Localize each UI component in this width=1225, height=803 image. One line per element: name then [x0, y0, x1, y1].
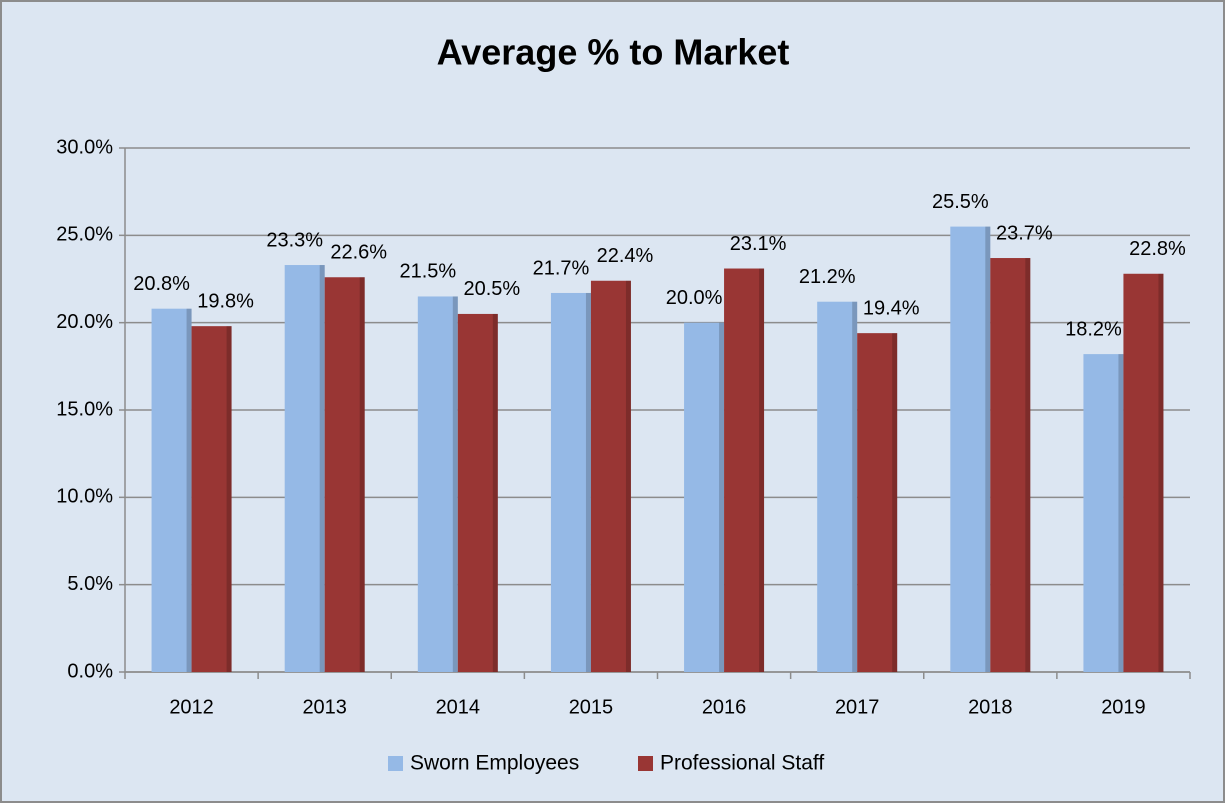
- value-label: 23.7%: [996, 222, 1053, 244]
- y-tick-label: 5.0%: [67, 573, 113, 595]
- x-tick-label: 2017: [835, 696, 880, 718]
- value-label: 21.7%: [533, 257, 590, 279]
- bar-shade: [319, 265, 325, 672]
- bar-shade: [226, 326, 232, 672]
- bar: [151, 308, 192, 672]
- x-tick-label: 2013: [302, 696, 347, 718]
- bar: [590, 280, 631, 672]
- bar: [1123, 273, 1164, 672]
- value-label: 22.4%: [597, 245, 654, 267]
- y-tick-label: 20.0%: [56, 311, 113, 333]
- legend-swatch: [638, 756, 653, 771]
- value-label: 19.8%: [197, 290, 254, 312]
- legend-swatch: [388, 756, 403, 771]
- value-label: 21.5%: [399, 261, 456, 283]
- bar-shade: [452, 296, 458, 672]
- bar-shade: [625, 280, 631, 672]
- x-tick-label: 2012: [169, 696, 214, 718]
- value-label: 20.0%: [666, 287, 723, 309]
- bar-shade: [1118, 354, 1124, 672]
- bar-shade: [1158, 273, 1164, 672]
- y-tick-label: 25.0%: [56, 224, 113, 246]
- value-label: 20.5%: [463, 278, 520, 300]
- bar-shade: [186, 308, 192, 672]
- bar-shade: [492, 313, 498, 672]
- value-label: 23.1%: [730, 233, 787, 255]
- value-label: 22.6%: [330, 242, 387, 264]
- value-label: 18.2%: [1065, 318, 1122, 340]
- value-label: 19.4%: [863, 297, 920, 319]
- bar-shade: [759, 268, 765, 672]
- x-tick-label: 2019: [1101, 696, 1146, 718]
- y-tick-label: 10.0%: [56, 486, 113, 508]
- legend-label: Sworn Employees: [410, 752, 579, 775]
- value-label: 25.5%: [932, 191, 989, 213]
- bar: [191, 326, 232, 672]
- bar-shade: [719, 322, 725, 672]
- y-tick-label: 30.0%: [56, 136, 113, 158]
- bar: [417, 296, 458, 672]
- legend-label: Professional Staff: [660, 752, 824, 775]
- bar: [950, 226, 991, 672]
- value-label: 21.2%: [799, 266, 856, 288]
- bar-shade: [359, 277, 365, 672]
- bar: [324, 277, 365, 672]
- y-tick-label: 0.0%: [67, 660, 113, 682]
- bar-shade: [892, 333, 898, 672]
- bar: [284, 265, 325, 672]
- bar-shade: [985, 226, 991, 672]
- bar: [550, 292, 591, 672]
- bar: [817, 301, 858, 672]
- x-tick-label: 2015: [569, 696, 614, 718]
- bar: [857, 333, 898, 672]
- bar-shade: [585, 292, 591, 672]
- bar-shade: [852, 301, 858, 672]
- bar: [990, 258, 1031, 672]
- value-label: 20.8%: [133, 273, 190, 295]
- bar: [724, 268, 765, 672]
- bar: [684, 322, 725, 672]
- x-tick-label: 2018: [968, 696, 1013, 718]
- y-tick-label: 15.0%: [56, 398, 113, 420]
- bar-shade: [1025, 258, 1031, 672]
- x-tick-label: 2016: [702, 696, 747, 718]
- x-tick-label: 2014: [436, 696, 481, 718]
- bar: [457, 313, 498, 672]
- bar: [1083, 354, 1124, 672]
- chart-title: Average % to Market: [437, 32, 790, 73]
- value-label: 23.3%: [266, 229, 323, 251]
- value-label: 22.8%: [1129, 238, 1186, 260]
